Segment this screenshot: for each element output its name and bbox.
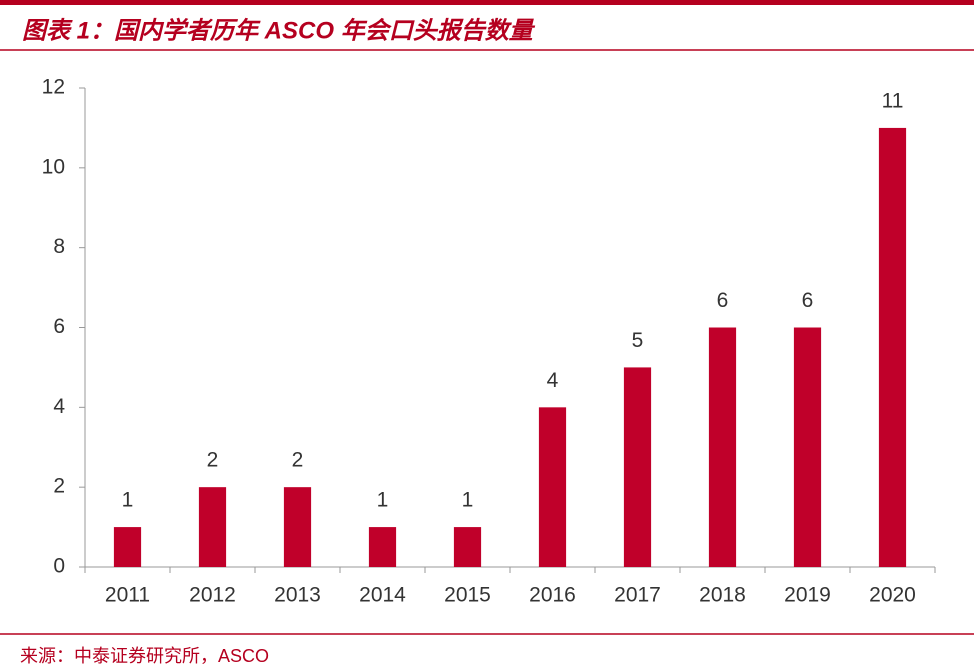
x-tick-label: 2020 — [869, 584, 916, 607]
data-label: 1 — [122, 489, 134, 512]
bar — [793, 327, 822, 567]
source: 来源：中泰证券研究所，ASCO — [20, 646, 269, 666]
bar — [198, 487, 227, 567]
data-label: 2 — [207, 449, 219, 472]
chart-title: 图表 1：国内学者历年 ASCO 年会口头报告数量 — [22, 17, 536, 44]
bar — [538, 407, 567, 567]
x-tick-label: 2012 — [189, 584, 236, 607]
bar — [113, 527, 142, 567]
bar — [368, 527, 397, 567]
data-label: 11 — [882, 89, 904, 112]
y-tick-label: 2 — [53, 475, 65, 498]
x-tick-label: 2011 — [105, 584, 150, 607]
y-tick-label: 10 — [42, 155, 65, 178]
x-tick-label: 2017 — [614, 584, 661, 607]
data-label: 4 — [547, 369, 559, 392]
bar — [623, 367, 652, 567]
x-tick-label: 2019 — [784, 584, 831, 607]
data-label: 5 — [632, 329, 644, 352]
x-tick-label: 2014 — [359, 584, 406, 607]
x-tick-label: 2015 — [444, 584, 491, 607]
y-tick-label: 6 — [53, 315, 65, 338]
data-label: 6 — [802, 289, 814, 312]
data-label: 1 — [462, 489, 474, 512]
top-rule — [0, 0, 974, 5]
x-tick-label: 2016 — [529, 584, 576, 607]
bar — [708, 327, 737, 567]
x-tick-label: 2013 — [274, 584, 321, 607]
y-tick-label: 0 — [53, 555, 65, 578]
y-tick-label: 8 — [53, 235, 65, 258]
x-tick-label: 2018 — [699, 584, 746, 607]
bar — [283, 487, 312, 567]
data-label: 1 — [377, 489, 389, 512]
y-tick-label: 12 — [42, 76, 65, 99]
data-label: 2 — [292, 449, 304, 472]
bar — [453, 527, 482, 567]
bar — [878, 127, 907, 568]
data-label: 6 — [717, 289, 729, 312]
y-tick-label: 4 — [53, 395, 65, 418]
